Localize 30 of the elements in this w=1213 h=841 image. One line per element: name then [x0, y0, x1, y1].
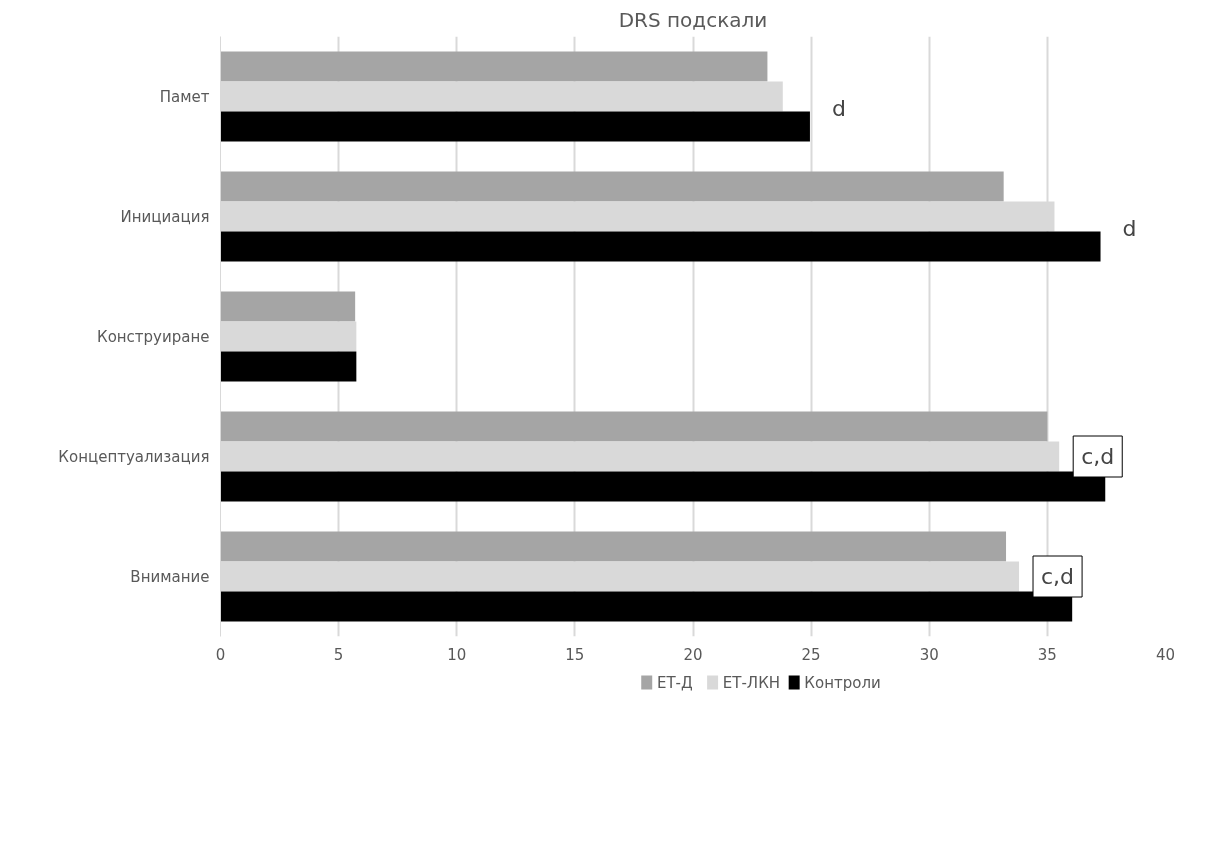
x-tick-label: 35 — [1037, 645, 1057, 664]
bar — [220, 111, 810, 142]
y-tick-label: Внимание — [130, 567, 210, 586]
bar — [220, 291, 356, 322]
legend-label: ЕТ-Д — [656, 673, 693, 692]
legend-label: Контроли — [804, 673, 881, 692]
bar — [220, 51, 768, 82]
annotation: c,d — [1081, 444, 1115, 469]
x-tick-label: 5 — [333, 645, 344, 664]
y-tick-label: Инициация — [120, 207, 210, 226]
chart-title: DRS подскали — [618, 7, 768, 32]
annotation: c,d — [1041, 564, 1075, 589]
y-tick-label: Концептуализация — [58, 447, 210, 466]
bar — [220, 171, 1004, 202]
x-tick-label: 25 — [801, 645, 821, 664]
x-tick-label: 30 — [919, 645, 939, 664]
annotation: d — [831, 96, 846, 121]
y-tick-label: Конструиране — [96, 327, 210, 346]
x-tick-label: 20 — [683, 645, 703, 664]
x-tick-label: 0 — [215, 645, 226, 664]
bar — [220, 351, 357, 382]
y-tick-label: Памет — [159, 87, 210, 106]
x-tick-label: 10 — [447, 645, 467, 664]
bar — [220, 531, 1007, 562]
bar — [220, 231, 1101, 262]
annotation: d — [1122, 216, 1137, 241]
legend-label: ЕТ-ЛКН — [722, 673, 781, 692]
x-tick-label: 15 — [565, 645, 585, 664]
x-tick-label: 40 — [1155, 645, 1176, 664]
bar — [220, 411, 1048, 442]
